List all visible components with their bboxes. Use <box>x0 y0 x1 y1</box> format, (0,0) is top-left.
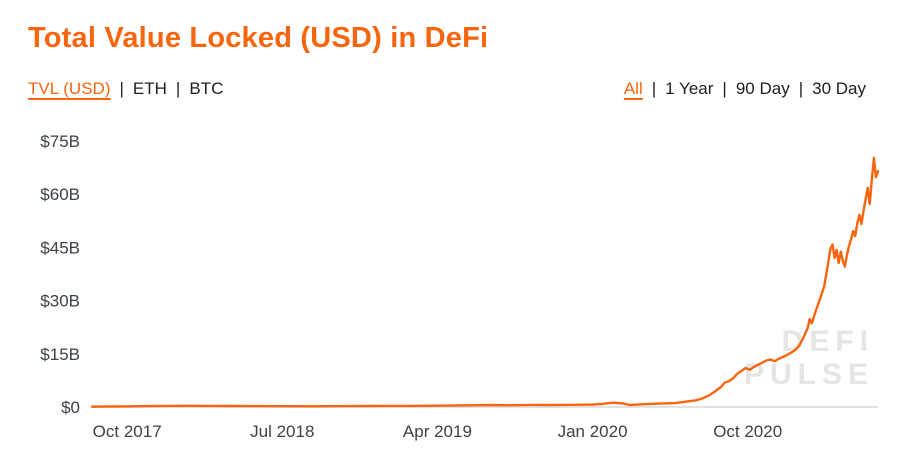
metric-toggle-eth[interactable]: ETH <box>132 79 167 98</box>
y-axis-tick-label: $60B <box>40 185 80 204</box>
defipulse-watermark-line2: PULSE <box>744 358 874 391</box>
separator: | <box>119 79 124 98</box>
page-title: Total Value Locked (USD) in DeFi <box>28 22 489 54</box>
range-toggle-all[interactable]: All <box>623 79 643 98</box>
defipulse-watermark-line1: DEFI <box>782 325 874 358</box>
tvl-chart-area: DEFI PULSE $0 $15B $30B $45B $60B $75B Oct 2017 J… <box>28 109 880 462</box>
metric-toggle-group: TVL (USD) | ETH | BTC <box>28 79 223 99</box>
x-axis-tick-label: Oct 2020 <box>713 422 782 441</box>
x-axis-tick-label: Apr 2019 <box>403 422 472 441</box>
range-toggle-group: All | 1 Year | 90 Day | 30 Day <box>624 79 866 99</box>
separator: | <box>175 79 181 98</box>
tvl-line-series[interactable] <box>90 156 880 408</box>
range-toggle-1-year[interactable]: 1 Year <box>665 79 714 98</box>
x-axis-tick-label: Oct 2017 <box>93 422 162 441</box>
metric-toggle-tvl-usd[interactable]: TVL (USD) <box>28 79 111 98</box>
y-axis-tick-label: $45B <box>40 238 80 257</box>
separator: | <box>798 79 804 98</box>
separator: | <box>651 79 657 98</box>
y-axis-tick-label: $30B <box>40 292 80 311</box>
range-toggle-90-day[interactable]: 90 Day <box>735 79 790 98</box>
x-axis-tick-label: Jan 2020 <box>558 422 628 441</box>
range-toggle-30-day[interactable]: 30 Day <box>812 79 866 98</box>
x-axis-tick-label: Jul 2018 <box>250 422 314 441</box>
y-axis-tick-label: $75B <box>40 132 80 151</box>
metric-toggle-btc[interactable]: BTC <box>189 79 224 98</box>
y-axis-tick-label: $0 <box>61 398 80 417</box>
separator: | <box>722 79 727 98</box>
chart-controls: TVL (USD) | ETH | BTC All | 1 Year | 90 Day | 30 D… <box>28 79 866 99</box>
y-axis-tick-label: $15B <box>40 345 80 364</box>
